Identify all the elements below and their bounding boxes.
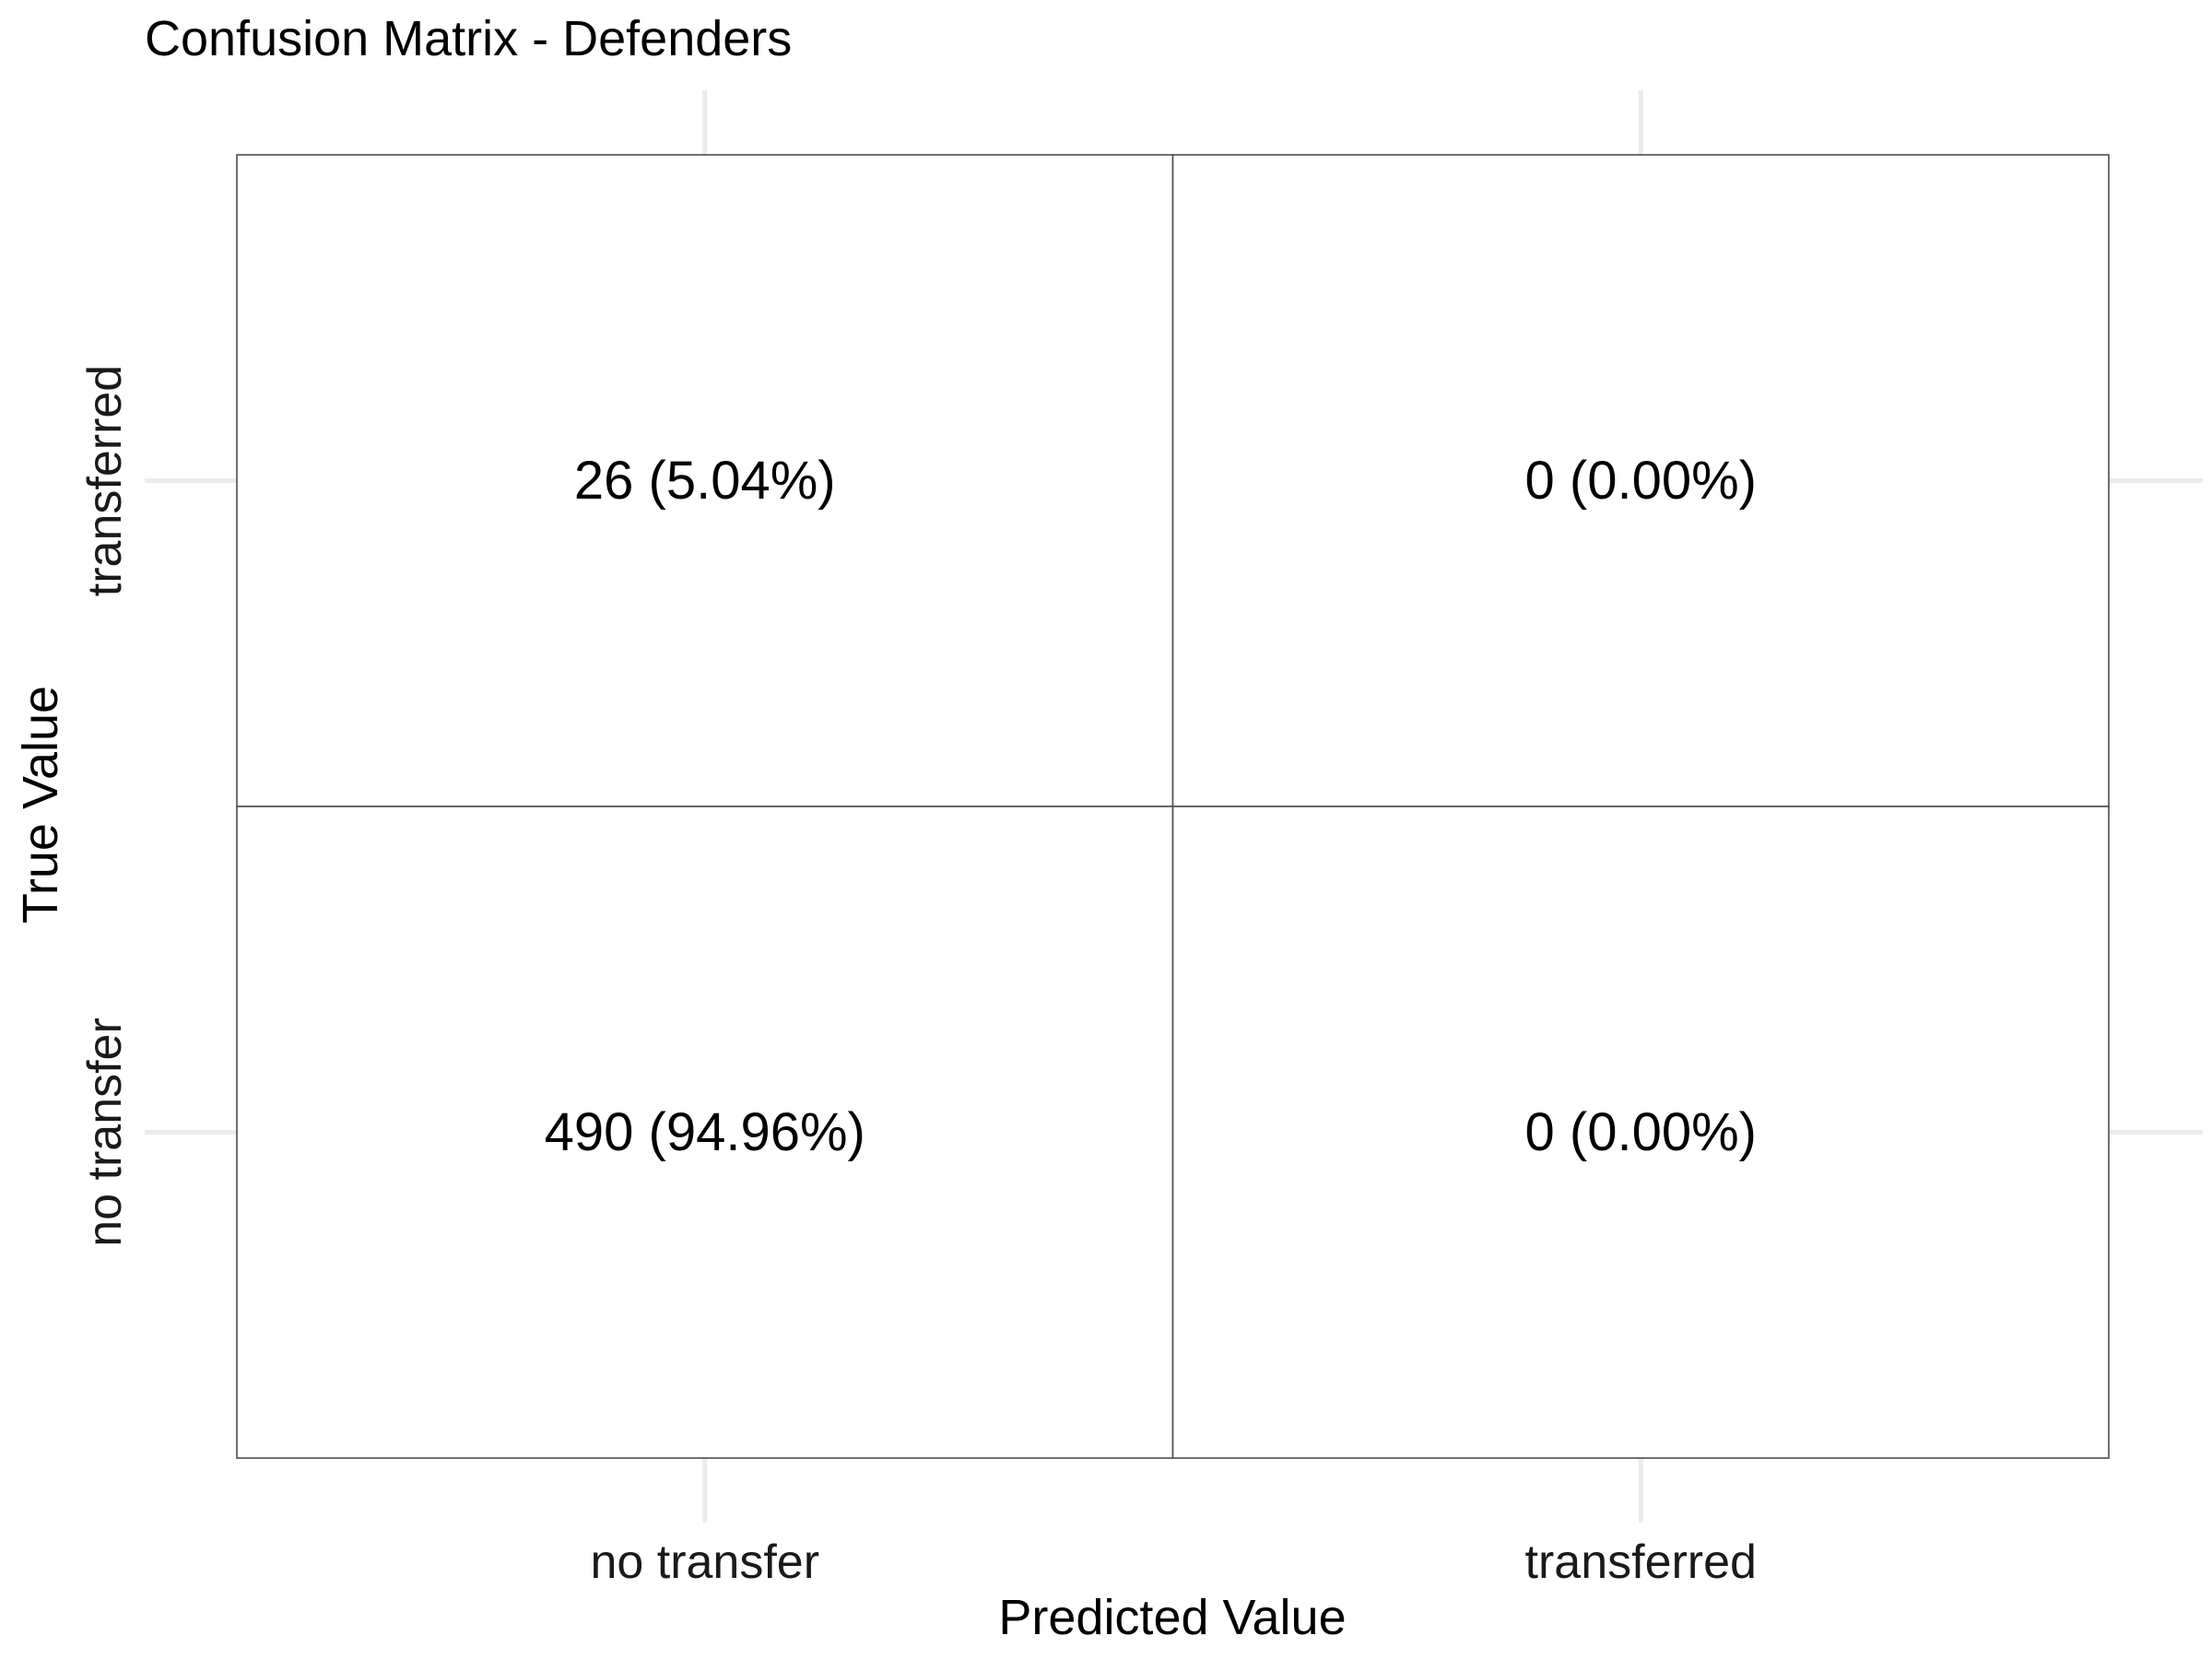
cell-true-no-transfer-pred-no-transfer (236, 806, 1174, 1459)
chart-title: Confusion Matrix - Defenders (145, 11, 792, 66)
y-axis-title: True Value (13, 686, 68, 924)
cell-labels: 26 (5.04%) 0 (0.00%) 490 (94.96%) 0 (0.00%) (545, 451, 1757, 1162)
cell-true-transferred-pred-no-transfer (236, 154, 1174, 807)
x-tick-labels: no transfer transferred (590, 1535, 1757, 1589)
y-tick-label-no-transfer: no transfer (78, 1018, 132, 1247)
x-axis-title: Predicted Value (998, 1590, 1346, 1645)
cell-true-transferred-pred-no-transfer-label: 26 (5.04%) (574, 451, 836, 511)
cell-true-no-transfer-pred-transferred (1171, 806, 2110, 1459)
x-tick-label-transferred: transferred (1525, 1535, 1757, 1589)
cell-true-no-transfer-pred-no-transfer-label: 490 (94.96%) (545, 1102, 865, 1162)
matrix-cells (236, 154, 2110, 1459)
cell-true-transferred-pred-transferred-label: 0 (0.00%) (1525, 451, 1757, 511)
x-tick-label-no-transfer: no transfer (590, 1535, 819, 1589)
cell-true-no-transfer-pred-transferred-label: 0 (0.00%) (1525, 1102, 1757, 1162)
y-tick-label-transferred: transferred (78, 365, 132, 596)
y-tick-labels: no transfer transferred (78, 365, 132, 1247)
